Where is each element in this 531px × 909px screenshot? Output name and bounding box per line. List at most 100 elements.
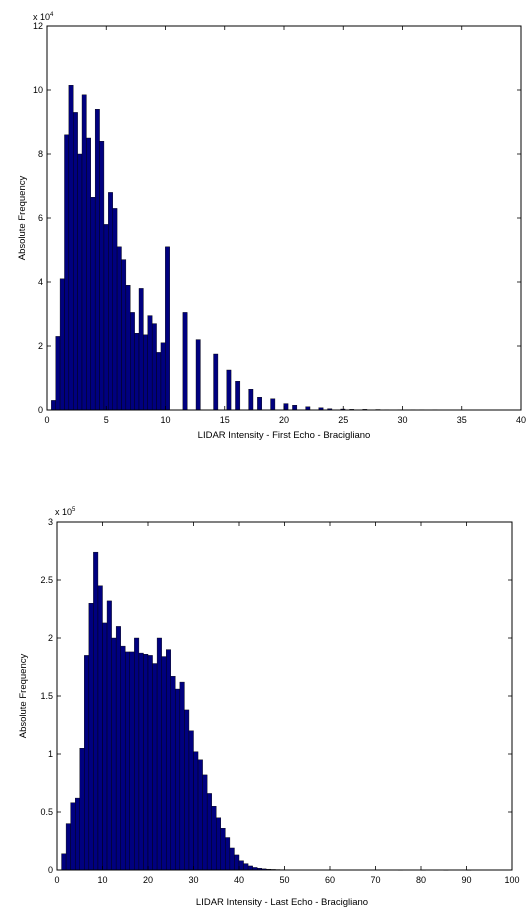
histogram-bar xyxy=(134,333,140,411)
histogram-bar xyxy=(138,652,144,871)
histogram-bar xyxy=(94,108,100,411)
y-tick-label: 2 xyxy=(48,633,53,643)
y-ticks: 0 2 4 6 8 10 12 xyxy=(33,21,521,415)
histogram-bar xyxy=(79,748,85,871)
histogram-bar xyxy=(170,676,176,871)
y-tick-label: 3 xyxy=(48,517,53,527)
histogram-bar xyxy=(226,369,232,411)
histogram-bar xyxy=(270,398,276,411)
x-tick-label: 20 xyxy=(143,875,153,885)
x-axis-label: LIDAR Intensity - First Echo - Braciglia… xyxy=(198,430,371,441)
histogram-bar xyxy=(202,774,208,871)
x-ticks: 0 10 20 30 40 50 60 70 80 90 100 xyxy=(54,522,520,885)
histogram-bar xyxy=(243,863,249,871)
y-tick-label: 8 xyxy=(38,149,43,159)
histogram-bar xyxy=(111,637,117,871)
x-tick-label: 10 xyxy=(97,875,107,885)
x-tick-label: 30 xyxy=(188,875,198,885)
histogram-bar xyxy=(220,828,226,871)
histogram-bar xyxy=(225,837,231,871)
y-ticks: 0 0.5 1 1.5 2 2.5 3 xyxy=(40,517,512,875)
histogram-bar xyxy=(106,600,112,871)
histogram-bar xyxy=(156,352,162,411)
histogram-bar xyxy=(175,688,181,871)
x-tick-label: 25 xyxy=(338,415,348,425)
x-tick-label: 30 xyxy=(397,415,407,425)
histogram-bar xyxy=(112,208,118,411)
histogram-bar xyxy=(134,637,140,871)
x-tick-label: 70 xyxy=(370,875,380,885)
histogram-bar xyxy=(86,137,91,411)
histogram-bar xyxy=(160,342,166,411)
y-tick-label: 2 xyxy=(38,341,43,351)
y-tick-label: 6 xyxy=(38,213,43,223)
histogram-bar xyxy=(55,336,61,411)
histogram-bar xyxy=(125,651,131,871)
histogram-bar xyxy=(165,649,171,871)
histogram-bar xyxy=(151,323,157,411)
histogram-bar xyxy=(195,339,201,411)
histogram-bar xyxy=(235,381,241,411)
x-tick-label: 0 xyxy=(54,875,59,885)
histogram-bar xyxy=(93,551,99,871)
x-tick-label: 100 xyxy=(504,875,519,885)
histogram-bar xyxy=(229,847,235,871)
histogram-bar xyxy=(88,603,94,871)
histogram-bar xyxy=(64,134,70,411)
last-echo-histogram: 0 10 20 30 40 50 60 70 80 90 100 0 0.5 1 1.5 2 2.5 3 x 1… xyxy=(18,507,520,908)
x-tick-label: 40 xyxy=(234,875,244,885)
histogram-bar xyxy=(156,637,162,871)
histogram-bar xyxy=(213,353,219,411)
histogram-bar xyxy=(99,140,105,411)
y-axis-label: Absolute Frequency xyxy=(18,654,29,739)
x-tick-label: 5 xyxy=(104,415,109,425)
histogram-bar xyxy=(68,84,74,411)
histogram-bar xyxy=(77,153,83,411)
histogram-bar xyxy=(115,626,121,871)
histogram-bar xyxy=(81,94,87,411)
histogram-bar xyxy=(179,681,185,871)
histogram-bar xyxy=(143,654,149,871)
y-axis-label: Absolute Frequency xyxy=(17,176,28,261)
y-tick-label: 12 xyxy=(33,21,43,31)
histogram-bar xyxy=(70,802,76,871)
histogram-bar xyxy=(138,288,144,411)
x-tick-label: 20 xyxy=(279,415,289,425)
histogram-bar xyxy=(84,655,90,871)
histogram-bar xyxy=(116,246,122,411)
histogram-bar xyxy=(184,709,190,871)
histogram-bar xyxy=(59,278,65,411)
histogram-bar xyxy=(182,312,188,411)
first-echo-histogram: 0 5 10 15 20 25 30 35 40 0 2 4 6 8 10 12 x 104 LIDAR I… xyxy=(17,12,526,441)
histogram-bar xyxy=(51,400,56,411)
histogram-bar xyxy=(206,793,212,871)
histogram-bar xyxy=(234,854,240,871)
histogram-bar xyxy=(74,797,80,871)
x-tick-label: 15 xyxy=(220,415,230,425)
histogram-bar xyxy=(65,823,71,871)
histogram-bar xyxy=(97,585,103,871)
x-ticks: 0 5 10 15 20 25 30 35 40 xyxy=(44,26,526,425)
histogram-bar xyxy=(211,806,217,871)
histogram-bar xyxy=(197,759,203,871)
histogram-bar xyxy=(73,112,78,411)
x-tick-label: 10 xyxy=(160,415,170,425)
histogram-bar xyxy=(120,645,126,871)
histogram-bar xyxy=(130,312,135,411)
histogram-bar xyxy=(90,196,96,411)
x-tick-label: 80 xyxy=(416,875,426,885)
histogram-bar xyxy=(165,246,170,411)
histogram-bar xyxy=(121,259,127,411)
histogram-bar xyxy=(129,651,135,871)
histogram-bar xyxy=(257,397,262,411)
histogram-bar xyxy=(248,389,254,411)
histogram-bar xyxy=(103,224,109,411)
histogram-bar xyxy=(108,192,113,411)
y-tick-label: 4 xyxy=(38,277,43,287)
histogram-bar xyxy=(143,334,148,411)
x-tick-label: 50 xyxy=(279,875,289,885)
y-tick-label: 2.5 xyxy=(40,575,53,585)
histogram-bar xyxy=(247,865,253,871)
x-tick-label: 0 xyxy=(44,415,49,425)
y-tick-label: 0.5 xyxy=(40,807,53,817)
